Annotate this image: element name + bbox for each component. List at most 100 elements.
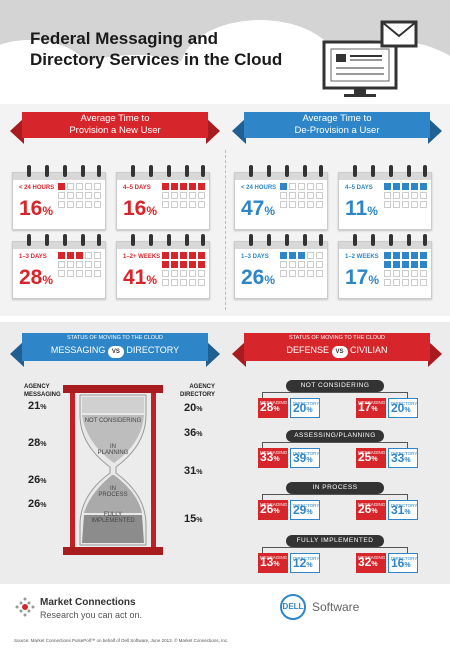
col-left-line-2: MESSAGING bbox=[24, 392, 61, 398]
connector-line bbox=[262, 442, 408, 448]
civilian-directory-value: 20% bbox=[391, 402, 415, 414]
calendar-day-cell bbox=[162, 201, 169, 208]
directory-percent: 15% bbox=[184, 513, 202, 525]
provision-card-percent: 16% bbox=[19, 197, 53, 221]
calendar-ring-icon bbox=[131, 234, 135, 246]
deprovision-header-line-1: Average Time to bbox=[302, 113, 372, 124]
provision-card-label: 1–3 DAYS bbox=[19, 254, 47, 260]
calendar-day-cell bbox=[384, 183, 391, 190]
percent-sign: % bbox=[404, 457, 411, 464]
defense-directory-number: 12 bbox=[293, 556, 307, 570]
calendar-day-cell bbox=[162, 261, 169, 268]
calendar-day-cell bbox=[411, 192, 418, 199]
provision-card-label: 1–2+ WEEKS bbox=[123, 254, 161, 260]
civilian-directory-value: 16% bbox=[391, 557, 415, 569]
market-connections-logo-icon bbox=[14, 596, 36, 618]
calendar-ring-icon bbox=[149, 234, 153, 246]
provision-card-unit: % bbox=[42, 273, 54, 287]
deprovision-card-unit: % bbox=[368, 273, 380, 287]
calendar-day-cell bbox=[94, 192, 101, 199]
deprovision-card-unit: % bbox=[264, 204, 276, 218]
deprovision-card-label: < 24 HOURS bbox=[241, 185, 277, 191]
percent-sign: % bbox=[371, 508, 378, 515]
calendar-day-cell bbox=[411, 261, 418, 268]
calendar-day-cell bbox=[198, 279, 205, 286]
calendar-day-cell bbox=[180, 279, 187, 286]
ribbon-tail bbox=[232, 341, 246, 367]
calendar-day-cell bbox=[316, 201, 323, 208]
messaging-directory-ribbon-body: STATUS OF MOVING TO THE CLOUD MESSAGING … bbox=[22, 333, 208, 361]
civilian-messaging-number: 26 bbox=[358, 502, 372, 516]
provision-calendar-card: < 24 HOURS 16% bbox=[12, 165, 106, 230]
defense-directory-value: 20% bbox=[293, 402, 317, 414]
deprovision-ribbon: Average Time to De-Provision a User bbox=[232, 112, 442, 150]
calendar-ring-icon bbox=[167, 165, 171, 177]
status-category-pill: IN PROCESS bbox=[286, 482, 384, 494]
deprovision-day-grid bbox=[280, 252, 326, 296]
civilian-directory-value: 33% bbox=[391, 452, 415, 464]
calendar-day-cell bbox=[85, 201, 92, 208]
deprovision-card-label: 1–2 WEEKS bbox=[345, 254, 379, 260]
stage-name: NOT CONSIDERING bbox=[78, 418, 148, 424]
calendar-day-cell bbox=[420, 183, 427, 190]
calendar-header-bar bbox=[339, 173, 431, 180]
calendar-day-cell bbox=[420, 252, 427, 259]
percent-sign: % bbox=[404, 509, 411, 516]
calendar-day-cell bbox=[298, 201, 305, 208]
civilian-chip-label: DIRECTORY bbox=[391, 556, 418, 561]
deprovision-calendar-card: < 24 HOURS 47% bbox=[234, 165, 328, 230]
calendar-ring-icon bbox=[131, 165, 135, 177]
calendar-day-cell bbox=[198, 261, 205, 268]
calendar-day-cell bbox=[307, 252, 314, 259]
percent-sign: % bbox=[371, 456, 378, 463]
calendar-day-cell bbox=[393, 279, 400, 286]
deprovision-day-grid bbox=[384, 183, 430, 227]
calendar-day-cell bbox=[411, 183, 418, 190]
calendar-day-cell bbox=[289, 183, 296, 190]
calendar-day-cell bbox=[411, 279, 418, 286]
calendar-day-cell bbox=[298, 270, 305, 277]
defense-chip-label: MESSAGING bbox=[260, 555, 288, 560]
civilian-messaging-value: 32% bbox=[358, 556, 384, 568]
calendar-header-bar bbox=[117, 173, 209, 180]
dc-right-label: CIVILIAN bbox=[350, 345, 388, 355]
civilian-messaging-chip: MESSAGING 17% bbox=[356, 398, 386, 418]
vs-badge: VS bbox=[107, 346, 124, 358]
calendar-ring-icon bbox=[81, 165, 85, 177]
calendar-day-cell bbox=[316, 270, 323, 277]
calendar-ring-icon bbox=[389, 234, 393, 246]
defense-directory-value: 29% bbox=[293, 504, 317, 516]
messaging-value: 21 bbox=[28, 400, 41, 412]
calendar-day-cell bbox=[180, 183, 187, 190]
deprovision-calendar-card: 1–2 WEEKS 17% bbox=[338, 234, 432, 299]
defense-directory-number: 39 bbox=[293, 451, 307, 465]
title-line-1: Federal Messaging and bbox=[30, 29, 218, 48]
calendar-day-cell bbox=[307, 201, 314, 208]
calendar-day-cell bbox=[393, 183, 400, 190]
civilian-chip-label: DIRECTORY bbox=[391, 451, 418, 456]
percent-sign: % bbox=[40, 478, 47, 485]
calendar-day-cell bbox=[76, 270, 83, 277]
defense-chip-label: DIRECTORY bbox=[293, 451, 320, 456]
percent-sign: % bbox=[306, 457, 313, 464]
provision-ribbon-body: Average Time to Provision a New User bbox=[22, 112, 208, 138]
col-left-line-1: AGENCY bbox=[24, 384, 50, 390]
calendar-day-cell bbox=[58, 183, 65, 190]
defense-messaging-value: 26% bbox=[260, 503, 286, 515]
calendar-day-cell bbox=[67, 183, 74, 190]
calendar-ring-icon bbox=[285, 234, 289, 246]
calendar-day-cell bbox=[85, 270, 92, 277]
deprovision-ribbon-body: Average Time to De-Provision a User bbox=[244, 112, 430, 138]
calendar-day-cell bbox=[58, 252, 65, 259]
calendar-ring-icon bbox=[407, 234, 411, 246]
directory-percent: 31% bbox=[184, 465, 202, 477]
calendar-ring-icon bbox=[97, 234, 101, 246]
deprovision-card-percent: 11% bbox=[345, 197, 378, 221]
defense-chip-label: DIRECTORY bbox=[293, 556, 320, 561]
civilian-messaging-value: 17% bbox=[358, 401, 384, 413]
calendar-day-cell bbox=[171, 183, 178, 190]
civilian-directory-number: 31 bbox=[391, 503, 405, 517]
calendar-day-cell bbox=[58, 261, 65, 268]
calendar-ring-icon bbox=[167, 234, 171, 246]
defense-directory-number: 29 bbox=[293, 503, 307, 517]
